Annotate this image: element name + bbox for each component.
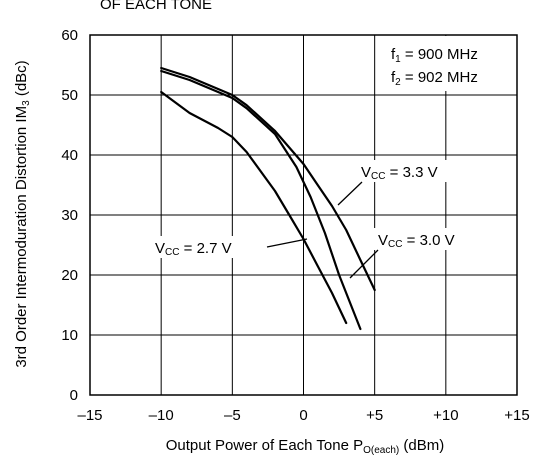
x-tick-label: +15: [504, 407, 529, 424]
series-line-1: [160, 69, 362, 331]
pointer-3v3: [337, 181, 363, 206]
y-tick-label: 50: [61, 87, 78, 104]
y-tick-label: 20: [61, 267, 78, 284]
x-tick-label: –15: [77, 407, 102, 424]
series-label-vcc-2v7: VCC = 2.7 V: [155, 240, 232, 258]
y-tick-label: 40: [61, 147, 78, 164]
series-lines: [160, 66, 376, 331]
pointer-3v0: [349, 249, 379, 279]
y-tick-label: 60: [61, 27, 78, 44]
x-tick-label: –5: [224, 407, 241, 424]
condition-f1: f1 = 900 MHz: [391, 46, 478, 65]
x-tick-label: –10: [149, 407, 174, 424]
x-axis-label: Output Power of Each Tone PO(each) (dBm): [166, 437, 445, 456]
x-tick-label: +5: [366, 407, 383, 424]
series-line-2: [160, 90, 348, 325]
series-label-vcc-3v0: VCC = 3.0 V: [378, 232, 455, 250]
condition-f2: f2 = 902 MHz: [391, 69, 478, 88]
grid-lines: [90, 35, 517, 395]
series-line-0: [160, 66, 376, 292]
label-bg-3v3: [357, 160, 467, 182]
label-bg-2v7: [150, 236, 262, 258]
y-axis-label: 3rd Order Intermoduration Distortion IM3…: [13, 60, 32, 367]
label-bg-3v0: [374, 228, 484, 250]
x-tick-label: +10: [433, 407, 458, 424]
y-tick-labels: 0 10 20 30 40 50 60: [61, 27, 78, 404]
pointer-2v7: [266, 238, 308, 248]
y-tick-label: 0: [70, 387, 78, 404]
y-tick-label: 30: [61, 207, 78, 224]
series-label-vcc-3v3: VCC = 3.3 V: [361, 164, 438, 182]
x-tick-label: 0: [299, 407, 307, 424]
y-tick-label: 10: [61, 327, 78, 344]
x-tick-labels: –15 –10 –5 0 +5 +10 +15: [77, 407, 529, 424]
conditions-box: [381, 36, 516, 91]
chart-title: OF EACH TONE: [100, 0, 212, 13]
